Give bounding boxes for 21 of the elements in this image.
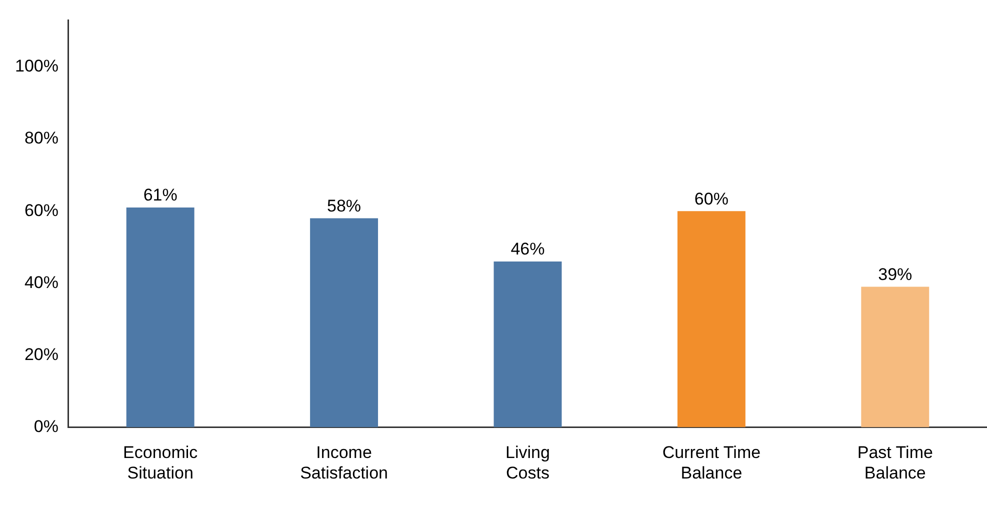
bar — [310, 218, 378, 428]
y-tick-label: 60% — [24, 200, 58, 220]
x-tick-label: Current Time Balance — [662, 443, 761, 482]
y-tick-label: 20% — [24, 344, 58, 364]
data-label: 60% — [694, 189, 728, 208]
data-label: 58% — [327, 196, 362, 216]
data-label: 39% — [878, 264, 912, 284]
x-tick-label: Living Costs — [506, 443, 550, 482]
data-label: 46% — [510, 240, 545, 259]
y-tick-label: 0% — [34, 416, 58, 436]
bar — [126, 207, 194, 428]
x-tick-label: Past Time Balance — [857, 443, 933, 482]
bar — [494, 262, 562, 428]
bar — [861, 286, 930, 428]
y-tick-label: 80% — [24, 128, 58, 148]
data-label: 61% — [143, 186, 178, 205]
bar — [677, 211, 746, 428]
y-tick-label: 100% — [14, 56, 58, 76]
y-tick-label: 40% — [24, 272, 58, 292]
x-tick-label: Income Satisfaction — [300, 443, 388, 482]
x-tick-label: Economic Situation — [123, 443, 198, 482]
